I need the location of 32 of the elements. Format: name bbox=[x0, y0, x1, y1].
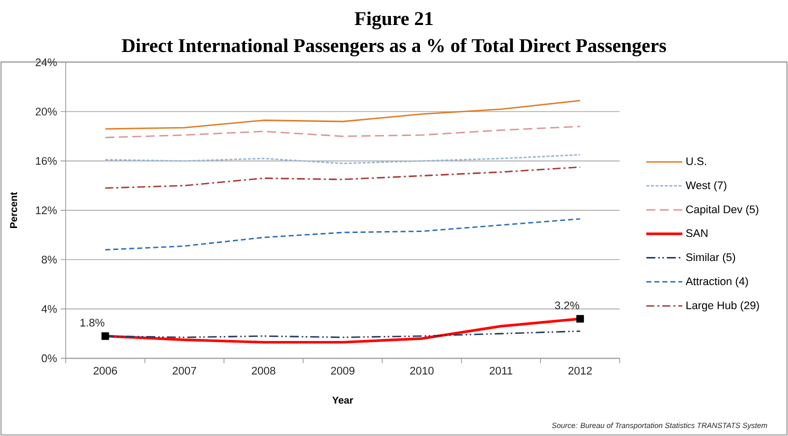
y-tick-label: 16% bbox=[36, 157, 57, 165]
x-tick-label: 2007 bbox=[172, 366, 196, 375]
x-axis-title: Year bbox=[332, 396, 354, 404]
data-label: 1.8% bbox=[80, 318, 104, 327]
legend-label: Attraction (4) bbox=[686, 277, 748, 288]
x-tick-label: 2012 bbox=[568, 366, 592, 375]
legend-label: Similar (5) bbox=[686, 253, 736, 264]
x-tick-label: 2006 bbox=[94, 366, 118, 375]
legend-label: SAN bbox=[686, 229, 708, 238]
line-series bbox=[104, 218, 581, 250]
legend-label: West (7) bbox=[686, 181, 726, 192]
chart-title: Figure 21 bbox=[354, 11, 433, 30]
y-tick-label: 4% bbox=[42, 305, 57, 313]
line-series bbox=[104, 166, 581, 189]
y-tick-label: 12% bbox=[36, 206, 57, 214]
x-tick-label: 2009 bbox=[331, 366, 354, 375]
y-tick-label: 24% bbox=[36, 58, 57, 66]
legend-label: Capital Dev (5) bbox=[686, 205, 758, 216]
y-tick-label: 20% bbox=[36, 108, 57, 116]
line-series bbox=[104, 126, 581, 138]
y-tick-label: 0% bbox=[42, 354, 57, 362]
x-tick-label: 2011 bbox=[490, 366, 512, 375]
x-tick-label: 2008 bbox=[252, 366, 276, 375]
y-axis-title: Percent bbox=[10, 192, 18, 228]
chart-subtitle: Direct International Passengers as a % of Total Direct Passengers bbox=[122, 38, 666, 56]
y-tick-label: 8% bbox=[42, 256, 57, 264]
x-tick-label: 2010 bbox=[410, 366, 434, 375]
line-series bbox=[104, 154, 581, 164]
legend-label: U.S. bbox=[686, 157, 706, 166]
data-label: 3.2% bbox=[554, 302, 580, 310]
line-series bbox=[104, 100, 581, 130]
legend-label: Large Hub (29) bbox=[686, 301, 759, 312]
